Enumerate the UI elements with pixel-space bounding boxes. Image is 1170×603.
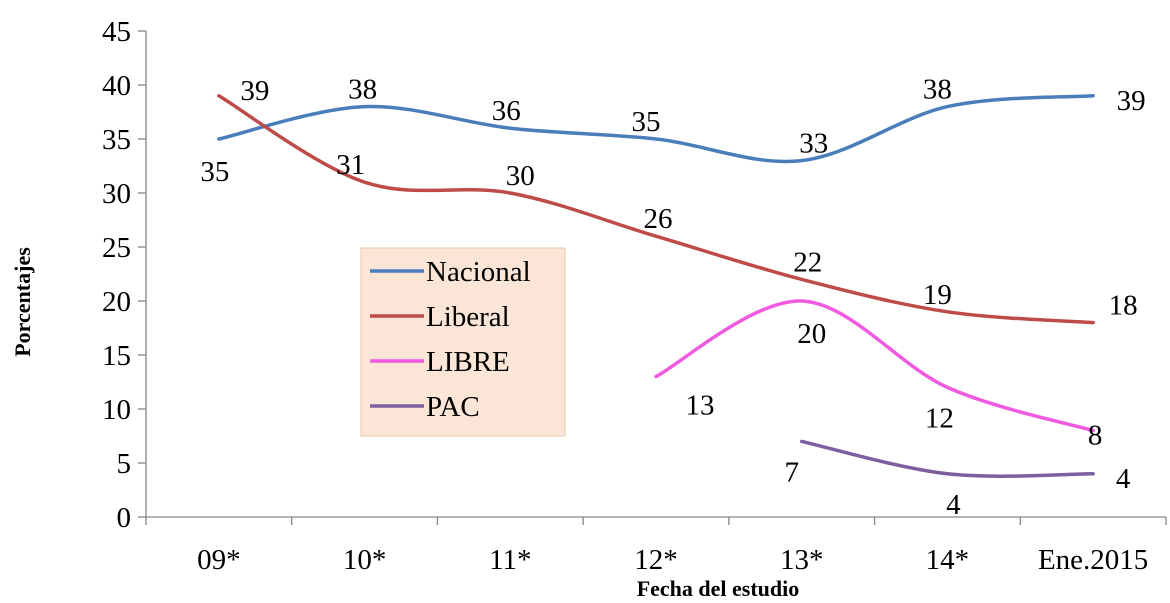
y-tick-label: 25 — [102, 232, 131, 264]
x-tick-label: 09* — [197, 544, 241, 576]
y-axis-title: Porcentajes — [10, 247, 35, 357]
y-tick-label: 40 — [102, 70, 131, 102]
x-tick-label: Ene.2015 — [1038, 544, 1148, 576]
data-label-libre: 20 — [797, 318, 826, 350]
data-label-liberal: 30 — [506, 160, 535, 192]
legend-label-pac: PAC — [426, 391, 480, 423]
data-label-pac: 7 — [784, 456, 799, 488]
data-label-pac: 4 — [946, 489, 961, 521]
data-label-nacional: 39 — [1117, 85, 1146, 117]
data-label-liberal: 18 — [1109, 290, 1138, 322]
x-tick-label: 10* — [343, 544, 387, 576]
data-label-libre: 13 — [686, 390, 715, 422]
data-label-liberal: 31 — [336, 149, 365, 181]
y-tick-label: 15 — [102, 340, 131, 372]
data-label-nacional: 35 — [200, 156, 229, 188]
series-line-libre — [654, 299, 1095, 433]
data-label-nacional: 35 — [632, 106, 661, 138]
data-label-nacional: 33 — [799, 128, 828, 160]
y-tick-label: 20 — [102, 286, 131, 318]
data-label-liberal: 19 — [923, 279, 952, 311]
data-label-liberal: 26 — [644, 203, 673, 235]
y-tick-label: 30 — [102, 178, 131, 210]
legend: Nacional Liberal LIBRE PAC — [360, 247, 566, 437]
data-label-pac: 4 — [1116, 463, 1131, 495]
series-line-nacional — [217, 94, 1095, 164]
y-tick-label: 0 — [117, 502, 132, 534]
legend-label-nacional: Nacional — [426, 256, 531, 288]
x-tick-label: 14* — [926, 544, 970, 576]
series-line-pac — [799, 439, 1095, 478]
series-lines — [217, 94, 1095, 478]
data-label-nacional: 38 — [923, 74, 952, 106]
data-label-liberal: 39 — [240, 75, 269, 107]
x-axis-title: Fecha del estudio — [637, 576, 800, 601]
data-label-libre: 12 — [925, 402, 954, 434]
x-tick-label: 12* — [634, 544, 678, 576]
data-label-libre: 8 — [1088, 420, 1103, 452]
data-label-nacional: 38 — [348, 74, 377, 106]
axes: 0 5 10 15 20 25 30 35 40 45 09* 10* 11* 12* 13* 14* Ene.… — [102, 16, 1167, 576]
legend-label-libre: LIBRE — [426, 346, 510, 378]
data-label-liberal: 22 — [793, 246, 822, 278]
y-tick-label: 10 — [102, 394, 131, 426]
y-tick-label: 35 — [102, 124, 131, 156]
series-line-liberal — [217, 94, 1095, 325]
x-tick-label: 13* — [780, 544, 824, 576]
legend-label-liberal: Liberal — [426, 301, 510, 333]
x-tick-label: 11* — [489, 544, 531, 576]
data-labels: 35 38 36 35 33 38 39 39 31 30 26 22 19 18 13 20 12 8 7 4 4 — [200, 74, 1145, 521]
y-tick-label: 5 — [117, 448, 132, 480]
y-tick-label: 45 — [102, 16, 131, 48]
data-label-nacional: 36 — [492, 95, 521, 127]
